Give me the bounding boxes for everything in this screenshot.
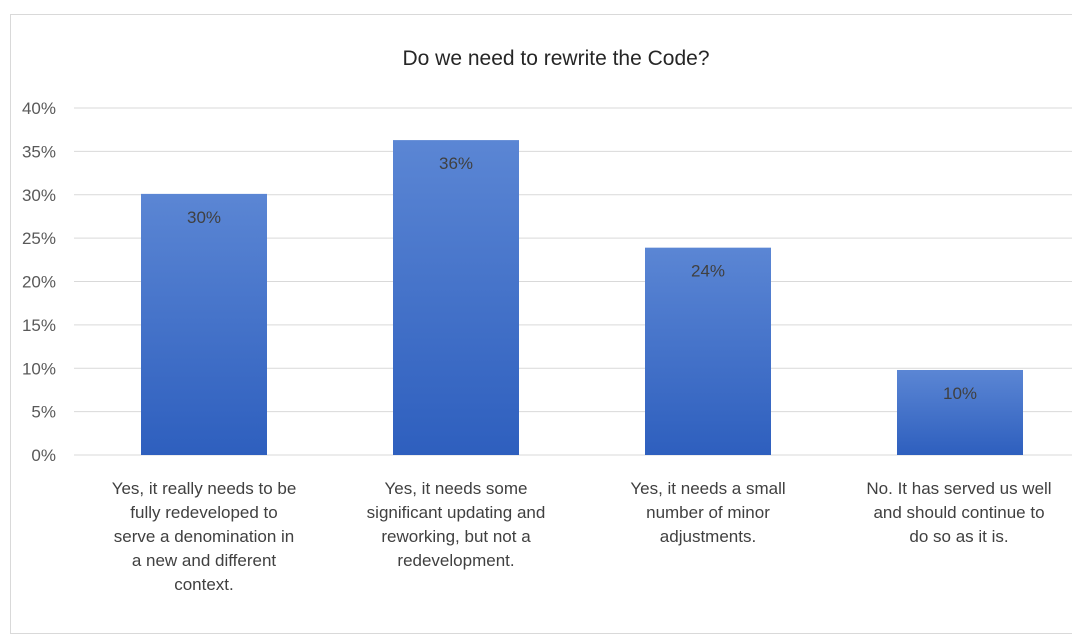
bar (141, 193, 267, 455)
y-tick-label: 5% (31, 403, 56, 422)
y-tick-label: 0% (31, 446, 56, 465)
x-category-label: No. It has served us well and should cont… (866, 479, 1051, 546)
y-tick-label: 10% (22, 359, 56, 378)
x-category-label: Yes, it needs some significant updating a… (367, 479, 546, 570)
y-tick-label: 40% (22, 99, 56, 118)
bar-data-label: 30% (187, 208, 221, 227)
chart-frame: Do we need to rewrite the Code? 0% 5% 10% 1… (10, 14, 1072, 634)
y-tick-label: 20% (22, 273, 56, 292)
y-tick-label: 30% (22, 186, 56, 205)
chart-title: Do we need to rewrite the Code? (402, 47, 709, 70)
bar-data-label: 24% (691, 262, 725, 281)
bar (897, 369, 1023, 455)
x-category-label: Yes, it really needs to be fully redevelo… (112, 479, 297, 594)
y-tick-label: 35% (22, 142, 56, 161)
bar-chart: Do we need to rewrite the Code? 0% 5% 10% 1… (22, 47, 1072, 594)
y-tick-label: 25% (22, 229, 56, 248)
x-category-label: Yes, it needs a small number of minor adju… (630, 479, 785, 546)
y-tick-label: 15% (22, 316, 56, 335)
bar-data-label: 10% (943, 384, 977, 403)
bar (393, 140, 519, 455)
bar-data-label: 36% (439, 154, 473, 173)
bar (645, 247, 771, 455)
